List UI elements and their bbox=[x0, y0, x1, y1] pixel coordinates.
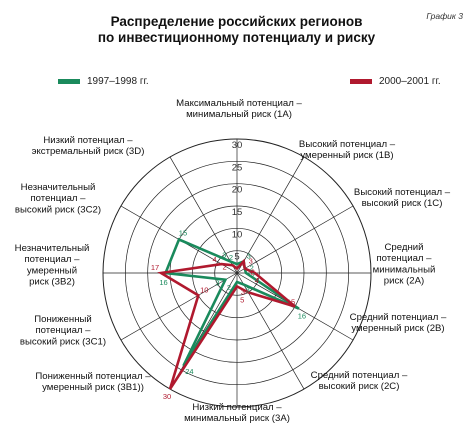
axis-label-line: минимальный риск (3A) bbox=[184, 413, 290, 424]
data-label-2000: 15 bbox=[287, 298, 295, 307]
axis-label-line: умеренный риск (3B1)) bbox=[42, 382, 144, 393]
legend-label-2000: 2000–2001 гг. bbox=[379, 76, 441, 87]
series-2000-line bbox=[157, 258, 296, 390]
data-label-2000: 4 bbox=[255, 276, 259, 285]
chart-title: Распределение российских регионов по инв… bbox=[0, 14, 473, 46]
axis-label-line: потенциал – bbox=[376, 253, 432, 264]
axis-label-line: Пониженный потенциал – bbox=[35, 371, 151, 382]
data-label-1997: 16 bbox=[298, 312, 306, 321]
axis-label-line: потенциал – bbox=[30, 193, 86, 204]
axis-label-line: Пониженный bbox=[34, 314, 92, 325]
data-label-1997: 3 bbox=[222, 250, 226, 259]
radial-tick-label: 15 bbox=[232, 207, 243, 218]
axis-label-line: Низкий потенциал – bbox=[43, 135, 133, 146]
grid-spoke bbox=[120, 272, 238, 341]
axis-label-line: потенциал – bbox=[24, 254, 80, 265]
axis-label-line: высокий риск (2C) bbox=[319, 381, 400, 392]
axis-label: Незначительный потенциал – высокий риск (3… bbox=[15, 182, 101, 215]
legend-label-1997: 1997–1998 гг. bbox=[87, 76, 149, 87]
grid-spoke bbox=[236, 156, 305, 274]
radial-tick-label: 5 bbox=[234, 252, 239, 263]
data-label-2000: 2 bbox=[251, 268, 255, 277]
axis-label-line: Максимальный потенциал – bbox=[176, 98, 302, 109]
axis-label: Пониженный потенциал – высокий риск (3C1) bbox=[20, 314, 106, 347]
legend-swatch-1997 bbox=[58, 79, 80, 84]
axis-label-line: Средний потенциал – bbox=[350, 312, 447, 323]
data-label-1997: 24 bbox=[185, 367, 193, 376]
axis-label-line: минимальный bbox=[373, 264, 436, 275]
axis-label-line: умеренный риск (2B) bbox=[351, 323, 444, 334]
legend-item-1997: 1997–1998 гг. bbox=[58, 76, 149, 87]
figure-label: График 3 bbox=[426, 11, 463, 21]
axis-label: Высокий потенциал – высокий риск (1C) bbox=[354, 187, 451, 209]
axis-label: Низкий потенциал – минимальный риск (3A) bbox=[184, 402, 290, 424]
data-label-2000: 17 bbox=[151, 263, 159, 272]
data-label-2000: 3 bbox=[241, 287, 245, 296]
chart-title-line-2: по инвестиционному потенциалу и риску bbox=[97, 30, 376, 45]
data-label-1997: 16 bbox=[159, 278, 167, 287]
data-label-1997: 15 bbox=[179, 229, 187, 238]
axis-label: Пониженный потенциал – умеренный риск (3B… bbox=[35, 371, 151, 393]
legend-item-2000: 2000–2001 гг. bbox=[350, 76, 441, 87]
axis-label-line: минимальный риск (1A) bbox=[186, 109, 292, 120]
axis-label: Максимальный потенциал – минимальный риск… bbox=[176, 98, 302, 120]
axis-label-line: высокий риск (3C2) bbox=[15, 204, 101, 215]
data-label-2000: 30 bbox=[163, 392, 171, 401]
legend-swatch-2000 bbox=[350, 79, 372, 84]
data-label-2000: 4 bbox=[212, 255, 216, 264]
axis-label-line: Низкий потенциал – bbox=[192, 402, 282, 413]
data-label-1997: 3 bbox=[246, 286, 250, 295]
radial-tick-label: 25 bbox=[232, 162, 243, 173]
data-label-1997: 3 bbox=[215, 279, 219, 288]
radial-tick-label: 30 bbox=[232, 140, 243, 151]
data-label-2000: 3 bbox=[249, 256, 253, 265]
data-label-2000: 1 bbox=[241, 259, 245, 268]
axis-label-line: Незначительный bbox=[15, 243, 90, 254]
radial-tick-label: 20 bbox=[232, 185, 243, 196]
axis-label-line: умеренный риск (1B) bbox=[300, 150, 393, 161]
axis-label-line: экстремальный риск (3D) bbox=[32, 146, 145, 157]
axis-label-line: высокий риск (1C) bbox=[362, 198, 443, 209]
data-label-2000: 10 bbox=[200, 285, 208, 294]
data-label-2000: 2 bbox=[222, 262, 226, 271]
axis-label: Незначительный потенциал – умеренный риск (… bbox=[15, 243, 90, 288]
axis-label-line: потенциал – bbox=[35, 325, 91, 336]
axis-label-line: Средний bbox=[384, 242, 423, 253]
data-label-2000: 5 bbox=[240, 295, 244, 304]
radial-tick-label: 10 bbox=[232, 229, 243, 240]
chart-title-line-1: Распределение российских регионов bbox=[110, 14, 363, 29]
axis-label-line: риск (2A) bbox=[384, 276, 424, 287]
data-label-1997: 2 bbox=[251, 271, 255, 280]
axis-label: Средний потенциал – умеренный риск (2B) bbox=[350, 312, 447, 334]
data-label-1997: 2 bbox=[227, 283, 231, 292]
axis-label: Средний потенциал – высокий риск (2C) bbox=[311, 370, 408, 392]
axis-label-line: Высокий потенциал – bbox=[299, 139, 396, 150]
axis-label: Низкий потенциал – экстремальный риск (3D… bbox=[32, 135, 145, 157]
data-label-1997: 2 bbox=[229, 253, 233, 262]
axis-label-line: Незначительный bbox=[21, 182, 96, 193]
grid-spoke bbox=[236, 205, 354, 274]
data-label-1997: 2 bbox=[250, 264, 254, 273]
axis-label-line: высокий риск (3C1) bbox=[20, 336, 106, 347]
axis-label: Высокий потенциал – умеренный риск (1B) bbox=[299, 139, 396, 161]
axis-label-line: риск (3B2) bbox=[29, 277, 75, 288]
axis-label: Средний потенциал – минимальный риск (2A) bbox=[373, 242, 436, 287]
axis-label-line: Средний потенциал – bbox=[311, 370, 408, 381]
grid-spoke bbox=[169, 156, 238, 274]
data-label-1997: 3 bbox=[247, 251, 251, 260]
axis-label-line: умеренный bbox=[27, 265, 77, 276]
axis-label-line: Высокий потенциал – bbox=[354, 187, 451, 198]
